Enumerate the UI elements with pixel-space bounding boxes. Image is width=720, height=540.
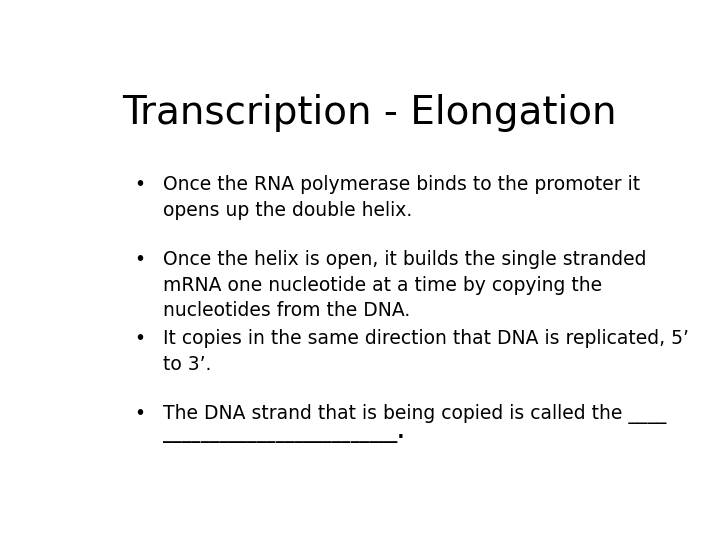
Text: _________________________.: _________________________. — [163, 424, 404, 443]
Text: Transcription - Elongation: Transcription - Elongation — [122, 94, 616, 132]
Text: Once the helix is open, it builds the single stranded
mRNA one nucleotide at a t: Once the helix is open, it builds the si… — [163, 250, 646, 320]
Text: Once the RNA polymerase binds to the promoter it
opens up the double helix.: Once the RNA polymerase binds to the pro… — [163, 175, 639, 220]
Text: The DNA strand that is being copied is called the ____: The DNA strand that is being copied is c… — [163, 404, 666, 424]
Text: •: • — [135, 404, 145, 423]
Text: •: • — [135, 250, 145, 269]
Text: •: • — [135, 175, 145, 194]
Text: •: • — [135, 329, 145, 348]
Text: It copies in the same direction that DNA is replicated, 5’
to 3’.: It copies in the same direction that DNA… — [163, 329, 688, 374]
